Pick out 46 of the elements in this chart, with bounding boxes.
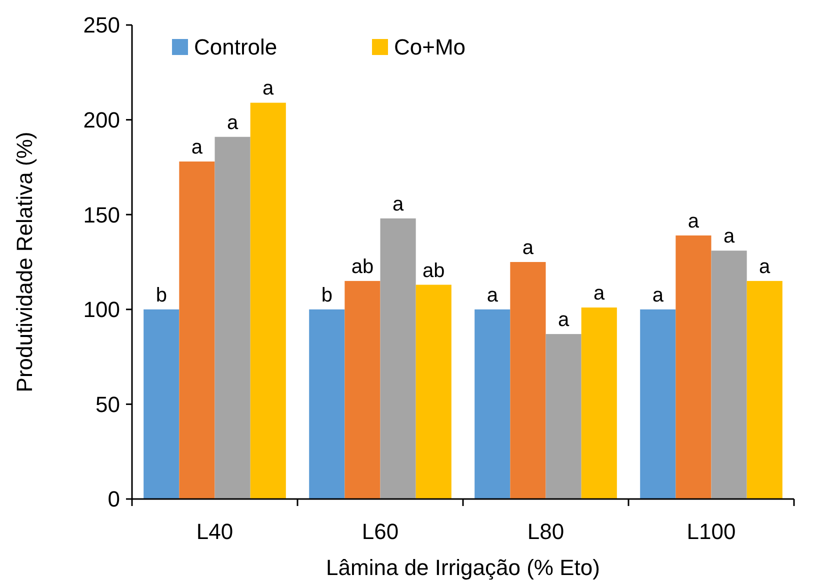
x-tick-label: L100 [686,519,736,544]
data-label: ab [351,256,374,278]
x-tick-label: L40 [196,519,234,544]
data-label: b [321,284,332,306]
bar [474,309,510,499]
y-tick-label: 0 [108,486,120,512]
bar [581,308,617,499]
data-label: a [262,78,275,100]
data-label: a [486,284,499,306]
bar [676,235,712,499]
bar [416,284,452,499]
bar [380,218,416,499]
bar [214,136,250,499]
legend-label: Controle [194,34,278,60]
data-label: a [594,282,606,305]
bar [510,262,546,499]
bar [640,309,676,499]
x-tick-label: L60 [362,519,399,544]
data-label: a [688,210,700,232]
bar [309,309,345,499]
bar [746,280,782,499]
data-label: a [723,226,736,248]
legend-label: Co+Mo [394,34,466,60]
bar [546,334,582,499]
bar [344,280,380,499]
bar [144,309,180,499]
data-label: a [226,112,239,134]
data-label: a [652,284,664,306]
data-label: b [156,284,167,306]
y-axis-title: Produtividade Relativa (%) [12,132,37,392]
bar [250,102,286,499]
y-tick-label: 250 [83,12,120,38]
data-label: a [191,136,204,159]
y-tick-label: 200 [83,108,120,132]
y-tick-label: 150 [83,202,120,228]
y-tick-label: 50 [96,392,120,417]
data-label: a [392,193,404,216]
x-tick-label: L80 [527,519,564,544]
bar [179,162,215,499]
y-tick-label: 100 [83,297,120,322]
x-axis-title: Lâmina de Irrigação (% Eto) [326,555,600,580]
data-label: ab [422,260,445,282]
data-label: a [522,237,534,259]
bar [711,250,747,499]
data-label: a [558,309,570,332]
data-label: a [759,256,772,278]
